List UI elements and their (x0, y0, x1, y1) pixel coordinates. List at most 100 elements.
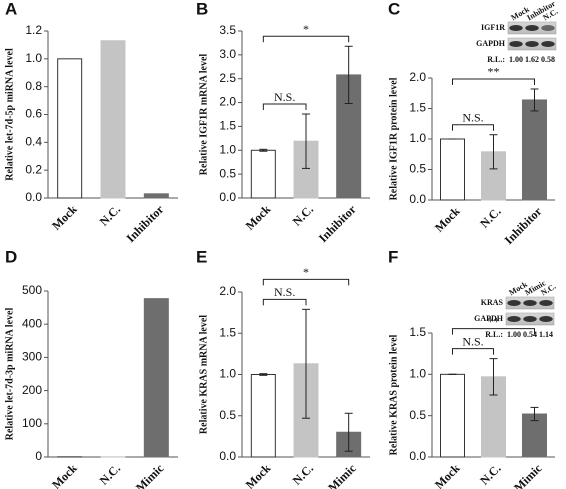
significance-bracket (452, 124, 494, 131)
y-tick-label: 200 (22, 383, 42, 397)
blot-band (525, 41, 539, 47)
error-bar (259, 373, 268, 376)
rl-value: 1.62 (525, 55, 539, 64)
bar (143, 193, 169, 199)
error-bar (530, 406, 539, 422)
blot-band (509, 25, 523, 31)
rl-value: 1.00 (507, 330, 521, 339)
y-tick-label: 1.5 (409, 101, 426, 115)
x-tick-label: Mimic (325, 461, 359, 489)
y-tick-label: 0.0 (409, 192, 426, 206)
y-tick-label: 0 (35, 449, 42, 463)
y-tick-label: 100 (22, 416, 42, 430)
bar (522, 413, 547, 458)
y-tick-label: 0.6 (25, 107, 42, 121)
y-tick-label: 500 (22, 283, 42, 297)
y-tick-label: 0.4 (25, 135, 42, 149)
significance-label: N.S. (274, 90, 295, 104)
significance-bracket (452, 348, 494, 355)
x-tick-label: Mock (243, 461, 274, 489)
error-bar (302, 308, 310, 419)
y-tick-label: 0.8 (25, 79, 42, 93)
y-tick-label: 2.0 (409, 70, 426, 84)
panel-letter: F (388, 247, 398, 266)
x-tick-label: N.C. (290, 202, 316, 228)
y-tick-label: 2.5 (219, 71, 236, 85)
x-tick-label: N.C. (477, 204, 503, 230)
y-axis-label: Relative KRAS protein level (388, 334, 399, 455)
blot-band (523, 316, 537, 322)
y-tick-label: 0.5 (219, 166, 236, 180)
y-tick-label: 0.5 (409, 162, 426, 176)
rl-value: 0.58 (541, 55, 555, 64)
x-tick-label: Inhibitor (316, 202, 359, 245)
x-tick-label: Mock (49, 461, 80, 489)
blot-band (539, 316, 553, 322)
x-tick-label: Mock (432, 461, 463, 489)
y-tick-label: 1.5 (219, 119, 236, 133)
y-tick-label: 1.0 (219, 367, 236, 381)
x-tick-label: N.C. (290, 461, 316, 487)
error-bar (530, 88, 539, 112)
rl-value: 1.00 (509, 55, 523, 64)
x-tick-label: Inhibitor (123, 202, 166, 245)
significance-label: ** (488, 314, 500, 328)
significance-bracket (452, 78, 535, 85)
y-tick-label: 0.0 (219, 449, 236, 463)
bar (522, 99, 547, 201)
rl-label: R.L.: (485, 330, 503, 339)
x-tick-label: N.C. (97, 461, 123, 487)
y-tick-label: 0.5 (409, 408, 426, 422)
blot-band (507, 316, 521, 322)
error-bar (344, 412, 353, 452)
y-axis-label: Relative IGF1R protein level (388, 77, 399, 200)
rl-value: 0.54 (523, 330, 537, 339)
rl-label: R.L.: (487, 55, 505, 64)
significance-label: N.S. (462, 334, 483, 348)
bar (440, 373, 465, 458)
x-tick-label: Mimic (511, 461, 545, 489)
y-tick-label: 0.0 (219, 190, 236, 204)
y-axis-label: Relative let-7d-5p miRNA level (4, 48, 15, 181)
x-tick-label: N.C. (477, 461, 503, 487)
error-bar (259, 148, 268, 152)
blot-band (509, 41, 523, 47)
y-tick-label: 0.0 (25, 190, 42, 204)
significance-label: * (303, 22, 309, 36)
y-tick-label: 300 (22, 350, 42, 364)
significance-bracket (262, 278, 350, 286)
y-axis-label: Relative KRAS mRNA level (198, 315, 209, 434)
panel-letter: B (196, 0, 208, 18)
bar (100, 40, 126, 199)
significance-bracket (262, 35, 350, 43)
bar (250, 374, 276, 458)
rl-value: 1.14 (539, 330, 553, 339)
y-tick-label: 3.5 (219, 23, 236, 37)
panel-letter: E (196, 247, 207, 266)
significance-label: N.S. (274, 285, 295, 299)
blot-row-label: GAPDH (476, 39, 506, 48)
error-bar (344, 45, 353, 105)
x-tick-label: Mock (243, 202, 274, 233)
blot-row-label: KRAS (481, 298, 504, 307)
x-tick-label: Mimic (133, 461, 167, 489)
y-tick-label: 1.2 (25, 23, 42, 37)
bar (440, 138, 465, 201)
blot-band (541, 25, 555, 31)
y-axis-label: Relative IGF1R mRNA level (198, 54, 209, 176)
blot-band (507, 300, 521, 306)
y-tick-label: 0.2 (25, 162, 42, 176)
panel-letter: D (5, 247, 17, 266)
x-tick-label: N.C. (97, 202, 123, 228)
x-tick-label: Mock (49, 202, 80, 233)
significance-bracket (262, 298, 307, 306)
blot-band (523, 300, 537, 306)
y-tick-label: 1.5 (219, 325, 236, 339)
x-tick-label: Inhibitor (502, 204, 545, 247)
panel-letter: C (388, 0, 400, 18)
error-bar (302, 113, 310, 169)
y-tick-label: 1.5 (409, 325, 426, 339)
bar (143, 298, 169, 458)
significance-label: * (303, 265, 309, 279)
y-tick-label: 0.0 (409, 449, 426, 463)
